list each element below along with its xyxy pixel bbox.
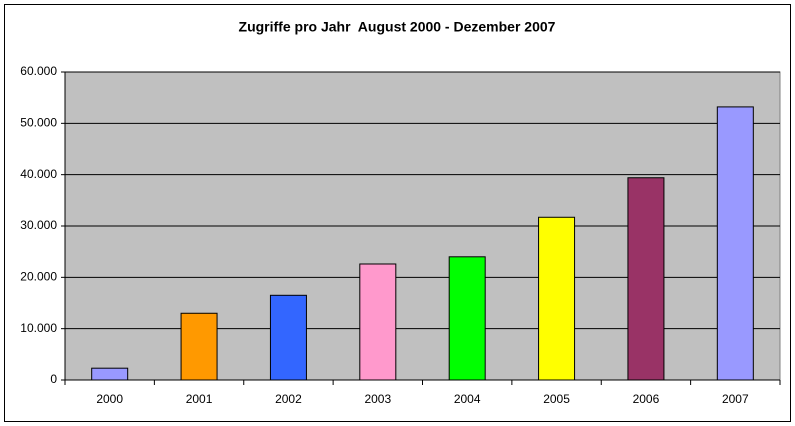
x-tick-label: 2004 (454, 392, 481, 406)
x-tick-label: 2006 (633, 392, 660, 406)
y-tick-label: 50.000 (20, 116, 57, 130)
x-tick-label: 2003 (364, 392, 391, 406)
x-tick-label: 2007 (722, 392, 749, 406)
bar (538, 216, 576, 381)
x-tick-label: 2002 (275, 392, 302, 406)
bar (627, 177, 665, 381)
bar (269, 294, 307, 381)
bar (716, 106, 754, 381)
bar (180, 312, 218, 381)
bar (359, 263, 397, 381)
bar (448, 256, 486, 381)
x-tick-label: 2005 (543, 392, 570, 406)
y-tick-label: 0 (50, 372, 57, 386)
y-tick-label: 40.000 (20, 167, 57, 181)
bar (91, 367, 129, 381)
chart-title: Zugriffe pro Jahr August 2000 - Dezember… (239, 19, 556, 35)
x-tick-label: 2000 (96, 392, 123, 406)
y-tick-label: 20.000 (20, 270, 57, 284)
x-tick-label: 2001 (186, 392, 213, 406)
y-tick-label: 10.000 (20, 321, 57, 335)
y-tick-label: 30.000 (20, 218, 57, 232)
y-tick-label: 60.000 (20, 64, 57, 78)
